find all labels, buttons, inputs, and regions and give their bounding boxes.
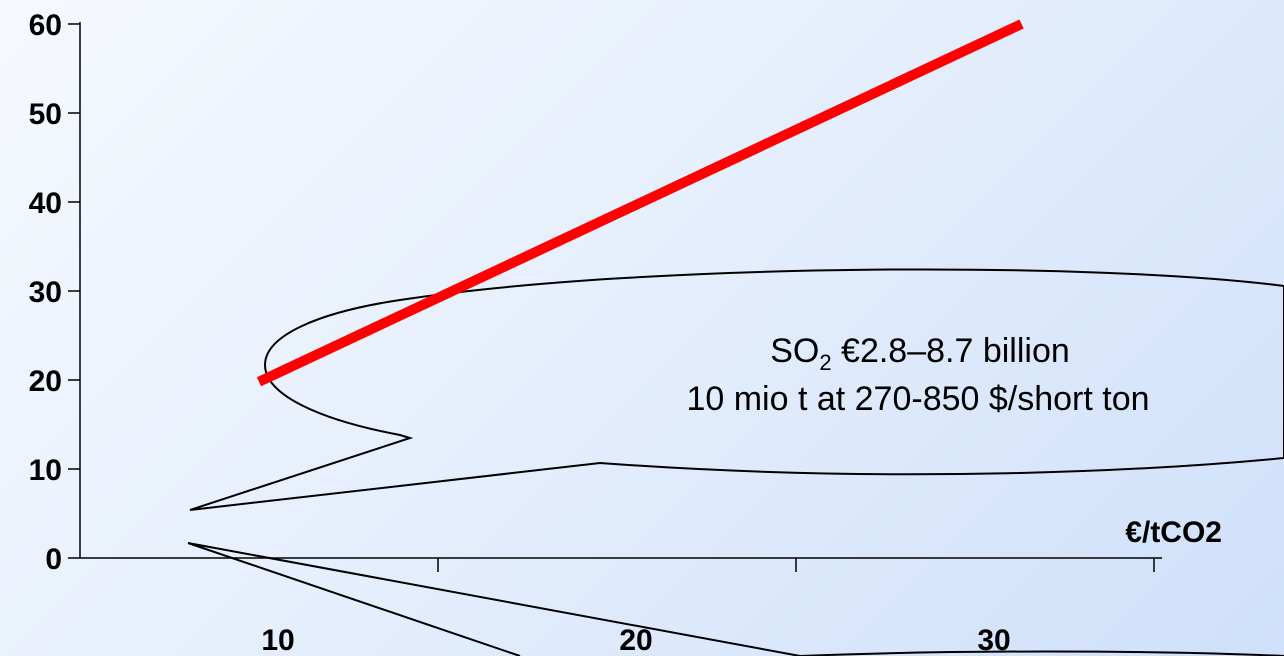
y-tick-label: 10 (29, 454, 62, 487)
callout-pointer-lower (187, 542, 1284, 656)
callout-line-2: 10 mio t at 270-850 $/short ton (686, 380, 1149, 418)
y-tick-label: 50 (29, 98, 62, 131)
y-axis-ticks: 0 10 20 30 40 50 60 (29, 9, 80, 576)
y-tick-label: 60 (29, 9, 62, 42)
y-tick-label: 40 (29, 187, 62, 220)
callout-line-1-subscript: 2 (819, 350, 831, 375)
callout-line-1-prefix: SO (770, 332, 819, 370)
series-line (256, 19, 1024, 387)
x-axis-unit-label: €/tCO2 (1125, 516, 1222, 549)
x-tick-label: 10 (261, 624, 294, 656)
series-group (256, 19, 1024, 387)
x-tick-label: 20 (619, 624, 652, 656)
y-tick-label: 20 (29, 365, 62, 398)
callout-line-1: SO2 €2.8–8.7 billion (770, 332, 1070, 375)
axes (79, 22, 1162, 559)
x-axis-ticks: 10 20 30 (261, 558, 1155, 656)
callout-line-1-suffix: €2.8–8.7 billion (832, 332, 1070, 370)
y-tick-label: 30 (29, 276, 62, 309)
y-tick-label: 0 (45, 543, 62, 576)
